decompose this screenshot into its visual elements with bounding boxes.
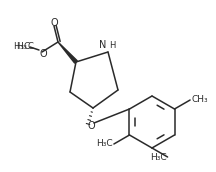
- Text: H₃C: H₃C: [96, 139, 113, 148]
- Text: O: O: [39, 49, 47, 59]
- Polygon shape: [58, 42, 77, 63]
- Text: N: N: [99, 40, 107, 50]
- Text: C: C: [27, 41, 33, 51]
- Text: H: H: [13, 41, 19, 51]
- Text: H: H: [16, 41, 23, 51]
- Text: CH₃: CH₃: [191, 95, 208, 105]
- Text: O: O: [87, 121, 95, 131]
- Text: C: C: [24, 41, 30, 51]
- Text: O: O: [50, 18, 58, 28]
- Text: H: H: [109, 40, 115, 50]
- Text: 3: 3: [20, 45, 24, 50]
- Text: H₃C: H₃C: [150, 153, 167, 162]
- Text: 3: 3: [23, 45, 27, 50]
